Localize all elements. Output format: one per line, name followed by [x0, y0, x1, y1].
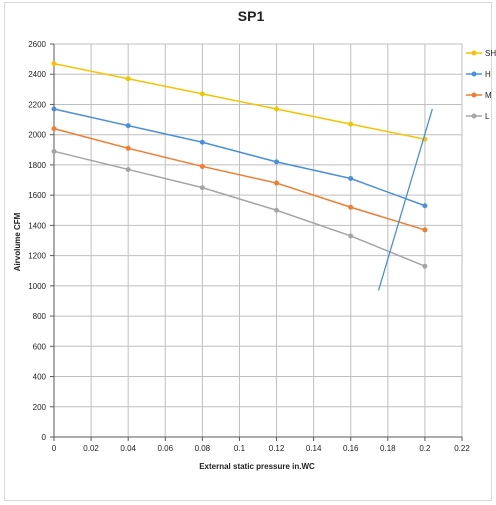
- legend-label-L: L: [485, 112, 490, 121]
- data-point-H: [274, 159, 280, 165]
- data-point-M: [51, 126, 57, 132]
- data-point-H: [125, 123, 131, 129]
- data-point-L: [274, 207, 280, 213]
- data-point-L: [125, 166, 131, 172]
- y-tick-label: 1800: [28, 161, 46, 170]
- data-point-M: [422, 227, 428, 233]
- chart-frame: [4, 2, 492, 501]
- axes: 0 0.02 0.04 0.06 0.08 0.1 0.12 0.14 0.16 0.18 0.2 0…: [28, 40, 470, 453]
- data-point-L: [51, 148, 57, 154]
- y-tick-label: 600: [33, 342, 47, 351]
- data-point-SH: [51, 61, 57, 67]
- legend: SH H M L: [466, 49, 496, 121]
- x-tick-label: 0.12: [269, 444, 285, 453]
- x-tick-label: 0.02: [83, 444, 99, 453]
- y-tick-label: 2400: [28, 70, 46, 79]
- x-tick-label: 0.18: [380, 444, 396, 453]
- legend-label-M: M: [485, 91, 492, 100]
- series-line-SH: [53, 62, 426, 140]
- y-tick-label: 1000: [28, 282, 46, 291]
- y-tick-label: 2600: [28, 40, 46, 49]
- x-tick-label: 0.1: [234, 444, 246, 453]
- data-point-L: [348, 233, 354, 239]
- data-point-SH: [199, 91, 205, 97]
- x-tick-label: 0.2: [419, 444, 431, 453]
- data-point-H: [348, 176, 354, 182]
- data-point-M: [274, 180, 280, 186]
- legend-marker-L: [471, 113, 477, 119]
- legend-marker-M: [471, 92, 477, 98]
- series-line-H: [53, 108, 426, 207]
- legend-label-SH: SH: [485, 49, 496, 58]
- y-tick-label: 1200: [28, 252, 46, 261]
- x-tick-label: 0.14: [306, 444, 322, 453]
- x-tick-label: 0.04: [120, 444, 136, 453]
- y-tick-label: 200: [33, 403, 47, 412]
- data-point-M: [199, 163, 205, 169]
- data-point-H: [199, 139, 205, 145]
- y-tick-label: 0: [42, 433, 47, 442]
- y-tick-label: 2200: [28, 100, 46, 109]
- x-tick-label: 0.06: [157, 444, 173, 453]
- y-tick-label: 2000: [28, 131, 46, 140]
- x-tick-label: 0: [52, 444, 57, 453]
- data-point-L: [422, 263, 428, 269]
- y-axis-label: Airvolume CFM: [13, 212, 22, 271]
- y-tick-label: 800: [33, 312, 47, 321]
- data-point-H: [422, 203, 428, 209]
- y-tick-label: 1600: [28, 191, 46, 200]
- grid: [54, 43, 463, 437]
- data-point-M: [125, 145, 131, 151]
- y-tick-label: 1400: [28, 221, 46, 230]
- data-point-L: [199, 185, 205, 191]
- data-point-SH: [274, 106, 280, 112]
- x-axis-label: External static pressure in.WC: [199, 462, 315, 471]
- series-layer: [51, 61, 433, 291]
- legend-marker-SH: [471, 50, 477, 56]
- series-line-L: [53, 150, 426, 267]
- data-point-SH: [348, 121, 354, 127]
- data-point-SH: [125, 76, 131, 82]
- legend-marker-H: [471, 71, 477, 77]
- series-line-M: [53, 127, 426, 231]
- system-curve-line: [377, 108, 433, 291]
- x-tick-label: 0.22: [454, 444, 470, 453]
- legend-label-H: H: [485, 70, 491, 79]
- y-tick-label: 400: [33, 373, 47, 382]
- x-tick-label: 0.08: [195, 444, 211, 453]
- chart-title: SP1: [238, 8, 265, 24]
- data-point-H: [51, 106, 57, 112]
- data-point-M: [348, 204, 354, 210]
- x-tick-label: 0.16: [343, 444, 359, 453]
